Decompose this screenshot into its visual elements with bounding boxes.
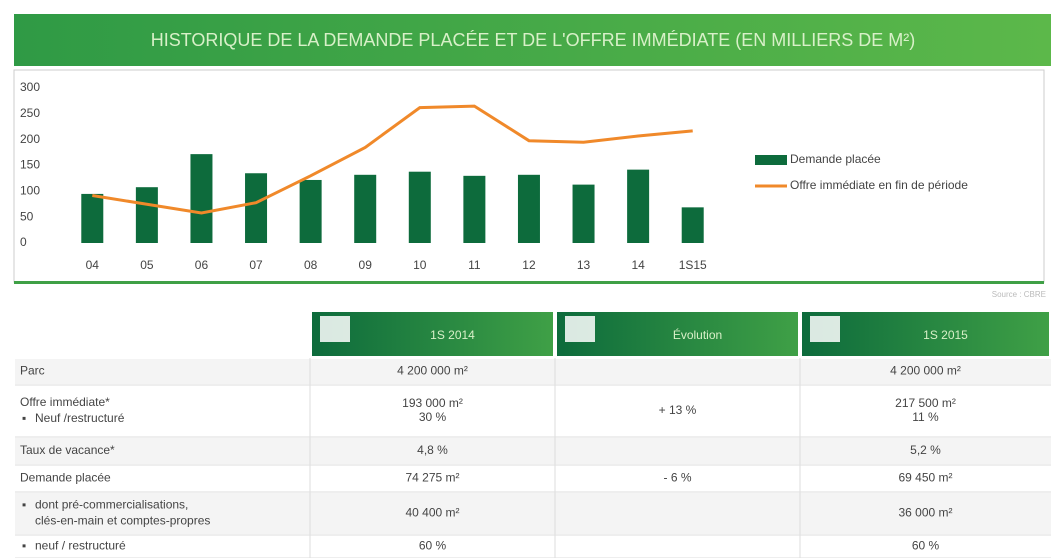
cell: 36 000 m² [898,506,952,520]
source: Source : CBRE [992,290,1046,299]
legend-label: Offre immédiate en fin de période [790,178,968,192]
row-label: Demande placée [20,471,111,485]
cell: 4,8 % [417,443,448,457]
header-label: 1S 2014 [430,328,475,342]
y-tick-label: 50 [20,209,34,223]
cell: 4 200 000 m² [397,364,468,378]
row-label: neuf / restructuré [35,539,126,553]
title-banner [14,14,1051,66]
bar [408,171,431,243]
bar [245,173,268,243]
header-label: Évolution [673,327,722,342]
x-tick-label: 09 [359,258,373,272]
bullet: ▪ [22,539,26,553]
row-label: dont pré-commercialisations, [35,498,188,512]
cell: 11 % [912,410,939,424]
cell: + 13 % [659,403,697,417]
legend-swatch [755,155,787,165]
bar [463,175,486,243]
header-cell [557,312,798,356]
cell: 60 % [912,539,940,553]
header-icon [565,316,595,342]
chart-title: HISTORIQUE DE LA DEMANDE PLACÉE ET DE L'… [151,30,916,50]
cell: 69 450 m² [898,471,952,485]
row-label: Parc [20,364,45,378]
x-tick-label: 08 [304,258,318,272]
header-cell [312,312,553,356]
bar [190,154,213,243]
row-bg [15,438,1051,464]
x-tick-label: 06 [195,258,209,272]
header-cell [802,312,1049,356]
cell: 5,2 % [910,443,941,457]
header-icon [320,316,350,342]
row-label: Taux de vacance* [20,443,115,457]
x-tick-label: 12 [522,258,536,272]
bar [627,169,650,243]
y-tick-label: 200 [20,132,40,146]
bar [572,184,595,243]
cell: 30 % [419,410,447,424]
row-label: clés-en-main et comptes-propres [35,514,210,528]
x-tick-label: 14 [631,258,645,272]
legend-label: Demande placée [790,152,881,166]
cell: 4 200 000 m² [890,364,961,378]
x-tick-label: 07 [249,258,263,272]
row-bg [15,466,1051,491]
row-label: Neuf /restructuré [35,411,125,425]
bullet: ▪ [22,411,26,425]
x-tick-label: 11 [468,258,481,272]
bar [299,179,322,243]
y-tick-label: 250 [20,106,40,120]
bar [81,193,104,243]
bullet: ▪ [22,498,26,512]
cell: 60 % [419,539,447,553]
row-bg [15,493,1051,534]
row-bg [15,359,1051,384]
row-bg [15,386,1051,436]
y-tick-label: 300 [20,80,40,94]
cell: 193 000 m² [402,396,463,410]
bar [681,207,704,243]
y-tick-label: 0 [20,235,27,249]
x-tick-label: 13 [577,258,591,272]
line [92,104,693,215]
header-label: 1S 2015 [923,328,968,342]
y-tick-label: 100 [20,184,40,198]
x-tick-label: 10 [413,258,427,272]
row-bg [15,536,1051,557]
bar [517,174,540,243]
cell: - 6 % [663,471,691,485]
x-tick-label: 1S15 [679,258,707,272]
bar [135,187,158,243]
header-icon [810,316,840,342]
cell: 74 275 m² [405,471,459,485]
cell: 217 500 m² [895,396,956,410]
x-tick-label: 04 [86,258,100,272]
bar [354,174,377,243]
x-tick-label: 05 [140,258,154,272]
row-label: Offre immédiate* [20,395,110,409]
cell: 40 400 m² [405,506,459,520]
chart-underline [14,281,1044,284]
y-tick-label: 150 [20,158,40,172]
